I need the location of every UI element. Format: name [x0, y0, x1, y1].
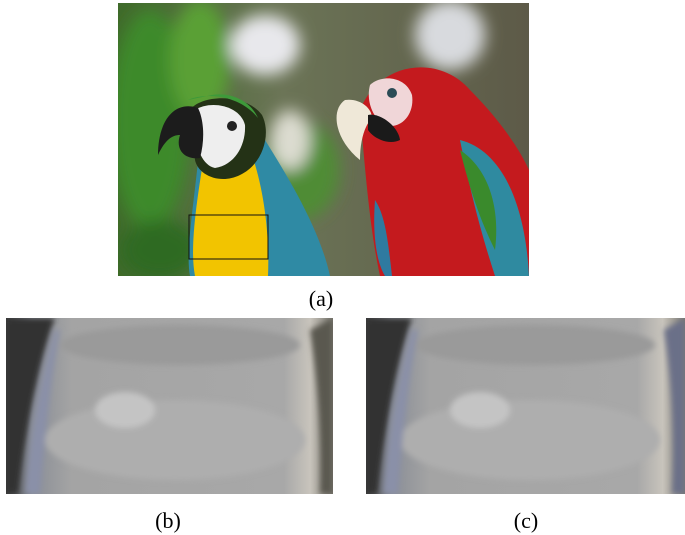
panel-b-image [6, 318, 333, 494]
panel-a-image [110, 0, 529, 280]
panel-label: (c) [514, 508, 538, 533]
panel-label: (a) [309, 286, 333, 311]
figure: (a) (b) (c) [0, 0, 685, 535]
panel-c-image [366, 318, 685, 494]
page: {"figure": {"panels": [{"label": "(a)"},… [0, 0, 685, 535]
panel-label: (b) [155, 508, 181, 533]
